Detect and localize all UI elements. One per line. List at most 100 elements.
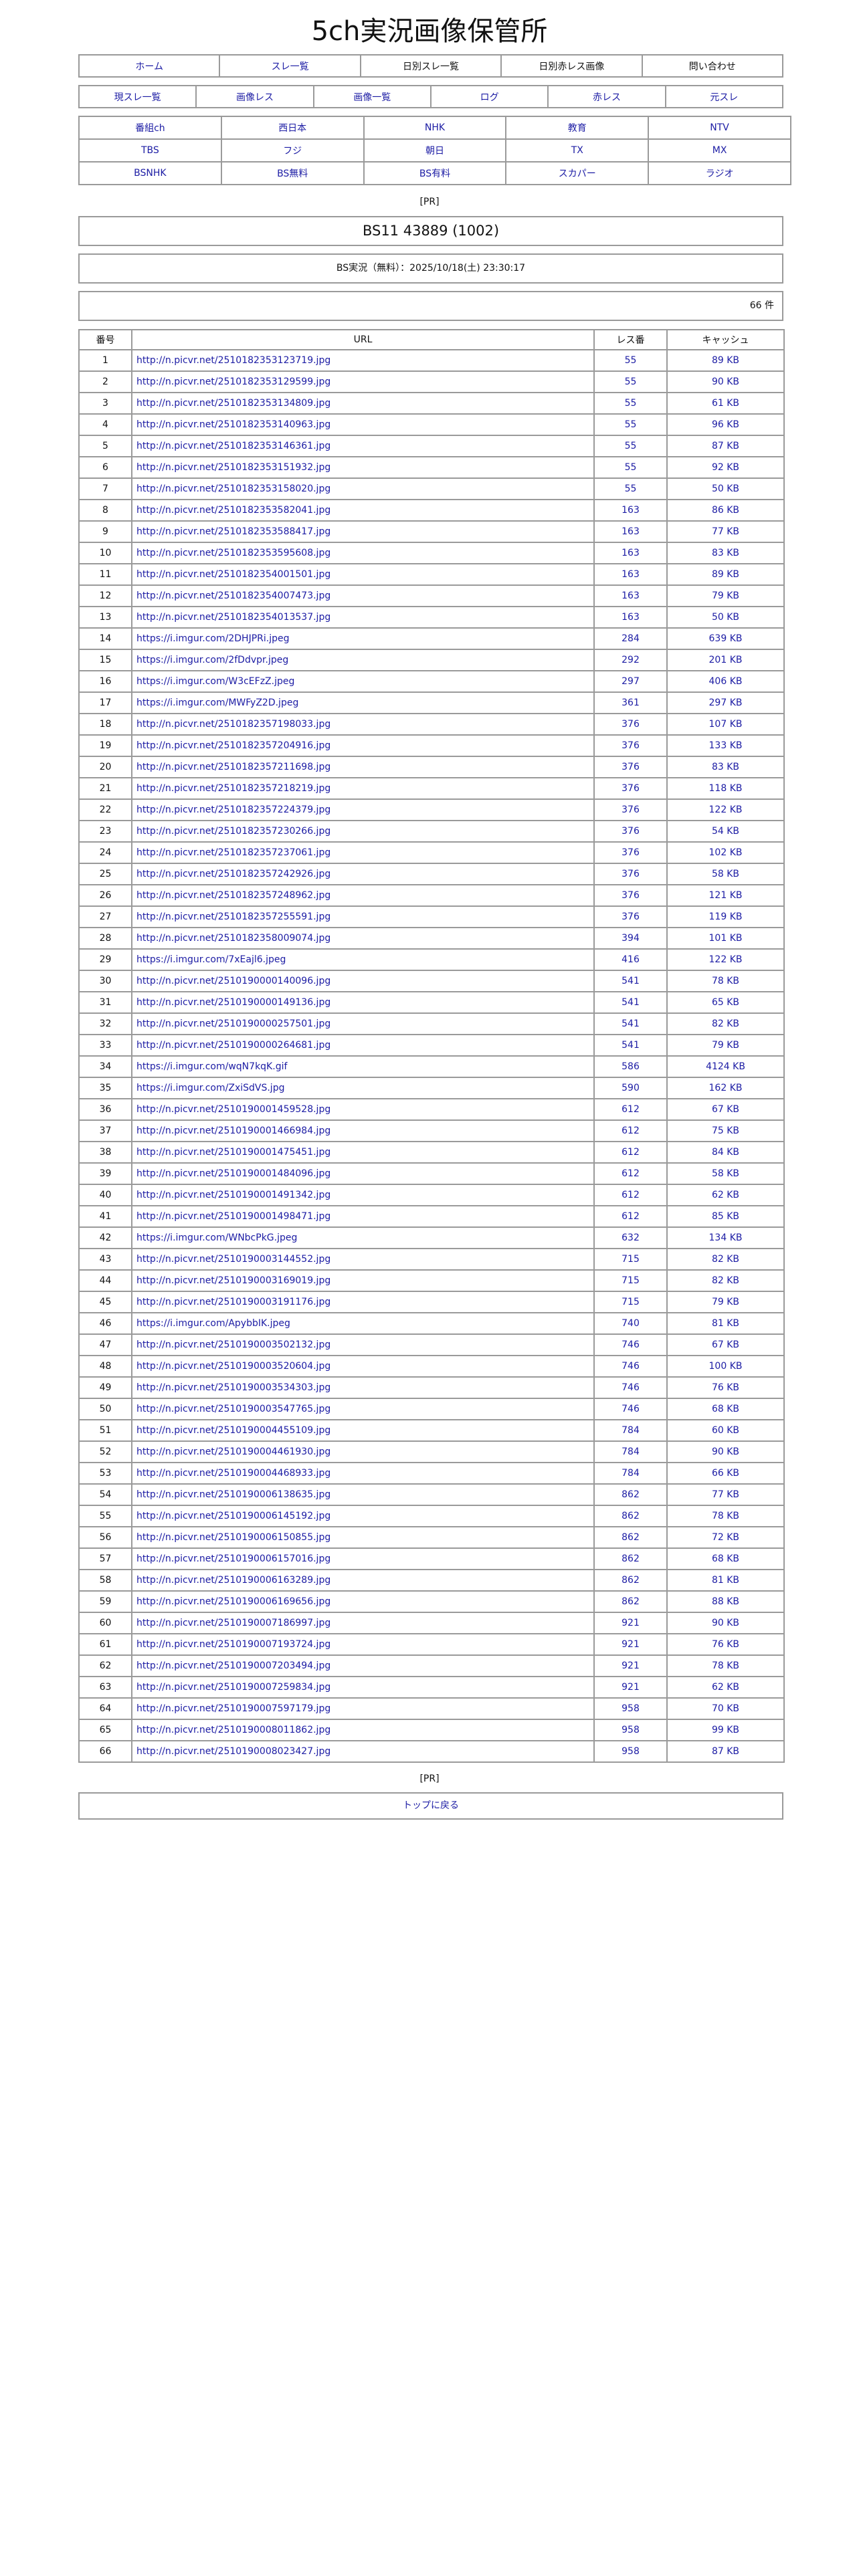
res-number-link[interactable]: 612 [622, 1125, 640, 1136]
res-number-link[interactable]: 163 [622, 548, 640, 558]
cache-link[interactable]: 78 KB [711, 1511, 740, 1521]
channel-link[interactable]: スカパー [558, 169, 596, 179]
cache-link[interactable]: 90 KB [711, 377, 740, 387]
image-url-link[interactable]: http://n.picvr.net/2510182354001501.jpg [136, 569, 331, 580]
channel-nav-cell[interactable]: TBS [78, 138, 222, 163]
image-url-link[interactable]: http://n.picvr.net/2510190003502132.jpg [136, 1339, 331, 1350]
res-number-link[interactable]: 55 [624, 419, 637, 430]
image-url-link[interactable]: http://n.picvr.net/2510182357255591.jpg [136, 911, 331, 922]
image-url-link[interactable]: http://n.picvr.net/2510182357230266.jpg [136, 826, 331, 837]
res-number-link[interactable]: 921 [622, 1639, 640, 1650]
channel-link[interactable]: NHK [424, 122, 446, 133]
image-url-link[interactable]: http://n.picvr.net/2510190003191176.jpg [136, 1297, 331, 1307]
image-url-link[interactable]: http://n.picvr.net/2510190001484096.jpg [136, 1168, 331, 1179]
cache-link[interactable]: 4124 KB [706, 1061, 745, 1072]
channel-link[interactable]: BSNHK [134, 168, 167, 179]
cache-link[interactable]: 118 KB [708, 783, 743, 794]
image-url-link[interactable]: http://n.picvr.net/2510182353129599.jpg [136, 377, 331, 387]
res-number-link[interactable]: 541 [622, 976, 640, 986]
res-number-link[interactable]: 541 [622, 1040, 640, 1051]
thread-nav-cell[interactable]: 画像一覧 [312, 85, 432, 108]
image-url-link[interactable]: http://n.picvr.net/2510190001466984.jpg [136, 1125, 331, 1136]
cache-link[interactable]: 99 KB [711, 1725, 740, 1735]
image-url-link[interactable]: http://n.picvr.net/2510182353582041.jpg [136, 505, 331, 516]
image-url-link[interactable]: https://i.imgur.com/ZxiSdVS.jpg [136, 1083, 285, 1093]
cache-link[interactable]: 90 KB [711, 1618, 740, 1628]
cache-link[interactable]: 79 KB [711, 1297, 740, 1307]
cache-link[interactable]: 119 KB [708, 911, 743, 922]
image-url-link[interactable]: http://n.picvr.net/2510182353158020.jpg [136, 484, 331, 494]
cache-link[interactable]: 72 KB [711, 1532, 740, 1543]
cache-link[interactable]: 70 KB [711, 1703, 740, 1714]
image-url-link[interactable]: http://n.picvr.net/2510182353146361.jpg [136, 441, 331, 451]
channel-nav-cell[interactable]: 教育 [505, 116, 650, 140]
image-url-link[interactable]: http://n.picvr.net/2510182353123719.jpg [136, 355, 331, 366]
channel-nav-cell[interactable]: 朝日 [363, 138, 507, 163]
cache-link[interactable]: 62 KB [711, 1190, 740, 1200]
res-number-link[interactable]: 586 [622, 1061, 640, 1072]
channel-link[interactable]: NTV [710, 122, 729, 133]
image-url-link[interactable]: http://n.picvr.net/2510190008011862.jpg [136, 1725, 331, 1735]
res-number-link[interactable]: 163 [622, 612, 640, 623]
image-url-link[interactable]: http://n.picvr.net/2510190000149136.jpg [136, 997, 331, 1008]
nav-link-1[interactable]: スレ一覧 [271, 61, 309, 72]
cache-link[interactable]: 50 KB [711, 612, 740, 623]
channel-link[interactable]: 朝日 [425, 146, 444, 156]
image-url-link[interactable]: http://n.picvr.net/2510190007203494.jpg [136, 1660, 331, 1671]
cache-link[interactable]: 61 KB [711, 398, 740, 409]
res-number-link[interactable]: 163 [622, 526, 640, 537]
res-number-link[interactable]: 862 [622, 1596, 640, 1607]
cache-link[interactable]: 133 KB [708, 740, 743, 751]
cache-link[interactable]: 78 KB [711, 1660, 740, 1671]
cache-link[interactable]: 79 KB [711, 1040, 740, 1051]
thread-nav-link-2[interactable]: 画像一覧 [353, 92, 391, 103]
res-number-link[interactable]: 715 [622, 1275, 640, 1286]
image-url-link[interactable]: http://n.picvr.net/2510182358009074.jpg [136, 933, 331, 944]
image-url-link[interactable]: http://n.picvr.net/2510190006138635.jpg [136, 1489, 331, 1500]
image-url-link[interactable]: https://i.imgur.com/2fDdvpr.jpeg [136, 655, 289, 665]
thread-nav-link-1[interactable]: 画像レス [235, 92, 274, 103]
image-url-link[interactable]: http://n.picvr.net/2510182353151932.jpg [136, 462, 331, 473]
cache-link[interactable]: 58 KB [711, 1168, 740, 1179]
image-url-link[interactable]: http://n.picvr.net/2510182354013537.jpg [136, 612, 331, 623]
cache-link[interactable]: 82 KB [711, 1275, 740, 1286]
image-url-link[interactable]: http://n.picvr.net/2510182354007473.jpg [136, 591, 331, 601]
cache-link[interactable]: 76 KB [711, 1639, 740, 1650]
res-number-link[interactable]: 746 [622, 1339, 640, 1350]
res-number-link[interactable]: 784 [622, 1468, 640, 1479]
back-to-top-link[interactable]: トップに戻る [403, 1800, 459, 1811]
cache-link[interactable]: 134 KB [708, 1232, 743, 1243]
image-url-link[interactable]: http://n.picvr.net/2510190007259834.jpg [136, 1682, 331, 1693]
image-url-link[interactable]: http://n.picvr.net/2510182357218219.jpg [136, 783, 331, 794]
cache-link[interactable]: 78 KB [711, 976, 740, 986]
cache-link[interactable]: 82 KB [711, 1254, 740, 1265]
channel-link[interactable]: ラジオ [705, 169, 734, 179]
cache-link[interactable]: 83 KB [711, 762, 740, 772]
channel-link[interactable]: TBS [141, 145, 159, 156]
image-url-link[interactable]: http://n.picvr.net/2510182353134809.jpg [136, 398, 331, 409]
image-url-link[interactable]: http://n.picvr.net/2510190006145192.jpg [136, 1511, 331, 1521]
res-number-link[interactable]: 958 [622, 1703, 640, 1714]
res-number-link[interactable]: 376 [622, 783, 640, 794]
image-url-link[interactable]: http://n.picvr.net/2510182357211698.jpg [136, 762, 331, 772]
cache-link[interactable]: 87 KB [711, 1746, 740, 1757]
image-url-link[interactable]: http://n.picvr.net/2510190006150855.jpg [136, 1532, 331, 1543]
res-number-link[interactable]: 746 [622, 1404, 640, 1414]
image-url-link[interactable]: http://n.picvr.net/2510190003534303.jpg [136, 1382, 331, 1393]
image-url-link[interactable]: http://n.picvr.net/2510190006169656.jpg [136, 1596, 331, 1607]
image-url-link[interactable]: http://n.picvr.net/2510190001459528.jpg [136, 1104, 331, 1115]
cache-link[interactable]: 89 KB [711, 355, 740, 366]
channel-link[interactable]: 番組ch [135, 123, 165, 134]
image-url-link[interactable]: http://n.picvr.net/2510190001491342.jpg [136, 1190, 331, 1200]
res-number-link[interactable]: 612 [622, 1211, 640, 1222]
channel-nav-cell[interactable]: BS無料 [220, 161, 365, 185]
channel-nav-cell[interactable]: MX [648, 138, 791, 163]
res-number-link[interactable]: 55 [624, 377, 637, 387]
cache-link[interactable]: 84 KB [711, 1147, 740, 1158]
image-url-link[interactable]: http://n.picvr.net/2510182357242926.jpg [136, 869, 331, 879]
cache-link[interactable]: 67 KB [711, 1339, 740, 1350]
image-url-link[interactable]: http://n.picvr.net/2510190004461930.jpg [136, 1446, 331, 1457]
res-number-link[interactable]: 376 [622, 740, 640, 751]
channel-nav-cell[interactable]: ラジオ [648, 161, 791, 185]
res-number-link[interactable]: 284 [622, 633, 640, 644]
